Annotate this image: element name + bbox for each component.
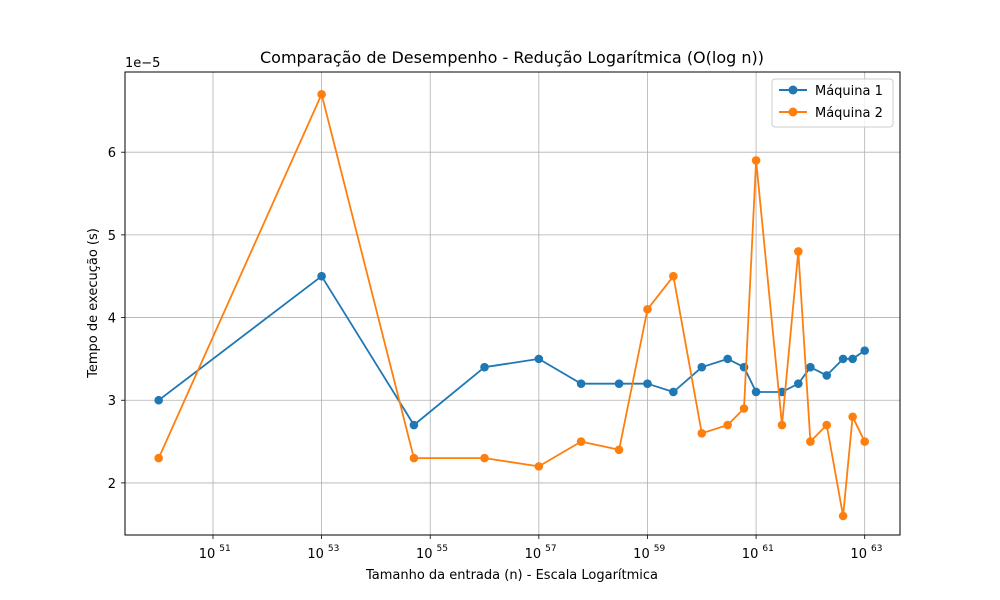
data-point-maquina-2 [154,453,163,463]
data-point-maquina-2 [777,420,787,430]
x-axis: 10 51 10 53 10 55 10 57 10 59 10 61 10 63 [199,535,882,562]
legend: Máquina 1 Máquina 2 [771,78,894,128]
data-point-maquina-1 [723,354,732,364]
data-point-maquina-1 [534,354,544,364]
data-point-maquina-1 [614,379,624,388]
data-point-maquina-2 [751,156,761,165]
data-point-maquina-1 [154,395,163,405]
plot-frame [124,71,901,536]
x-axis-label: Tamanho da entrada (n) - Escala Logarítm… [365,568,658,583]
y-offset-label: 1e−5 [125,56,160,71]
data-point-maquina-2 [534,462,544,471]
y-tick-label: 5 [108,229,116,244]
data-point-maquina-1 [669,387,678,397]
legend-label-maquina-1: Máquina 1 [815,84,883,99]
y-tick-label: 3 [108,394,116,409]
data-point-maquina-1 [643,379,652,388]
data-point-maquina-2 [669,271,678,281]
x-tick-label: 10 [633,547,650,562]
data-point-maquina-2 [723,420,732,430]
data-point-maquina-1 [317,271,326,281]
data-point-maquina-2 [614,445,624,455]
data-point-maquina-1 [480,362,489,372]
data-point-maquina-2 [848,412,857,422]
data-point-maquina-2 [643,304,652,314]
data-point-maquina-1 [822,371,832,380]
x-tick-label: 10 [307,547,324,562]
x-tick-exponent: 57 [545,544,556,554]
data-point-maquina-2 [576,437,586,446]
data-point-maquina-1 [697,362,707,372]
data-point-maquina-1 [409,420,419,430]
data-point-maquina-2 [822,420,832,430]
data-point-maquina-1 [848,354,857,364]
data-point-maquina-2 [838,511,848,521]
y-axis-label: Tempo de execução (s) [86,228,101,379]
x-tick-exponent: 63 [871,544,882,554]
data-point-maquina-2 [739,404,749,413]
x-tick-exponent: 61 [762,544,773,554]
x-tick-label: 10 [525,547,542,562]
chart-title: Comparação de Desempenho - Redução Logar… [260,48,764,67]
data-point-maquina-1 [860,346,869,355]
x-tick-label: 10 [199,547,216,562]
x-tick-exponent: 51 [219,544,230,554]
legend-label-maquina-2: Máquina 2 [815,106,883,121]
y-tick-label: 4 [108,312,116,327]
y-axis: 2 3 4 5 6 [108,146,125,492]
data-point-maquina-2 [697,429,707,438]
series-layer [154,90,869,521]
x-tick-label: 10 [742,547,759,562]
x-tick-label: 10 [850,547,867,562]
data-point-maquina-2 [409,453,419,463]
x-tick-label: 10 [416,547,433,562]
x-tick-exponent: 55 [436,544,447,554]
x-tick-exponent: 59 [654,544,666,554]
data-point-maquina-2 [806,437,815,446]
data-point-maquina-2 [794,247,803,256]
data-point-maquina-1 [751,387,761,397]
data-point-maquina-2 [860,437,869,446]
y-tick-label: 2 [108,477,116,492]
data-point-maquina-1 [794,379,803,388]
data-point-maquina-1 [806,362,815,372]
data-point-maquina-2 [317,90,326,99]
data-point-maquina-2 [480,453,489,463]
legend-marker-maquina-1 [788,85,798,95]
legend-marker-maquina-2 [788,107,798,117]
x-tick-exponent: 53 [328,544,339,554]
data-point-maquina-1 [576,379,586,388]
data-point-maquina-1 [838,354,848,364]
y-tick-label: 6 [108,146,116,161]
